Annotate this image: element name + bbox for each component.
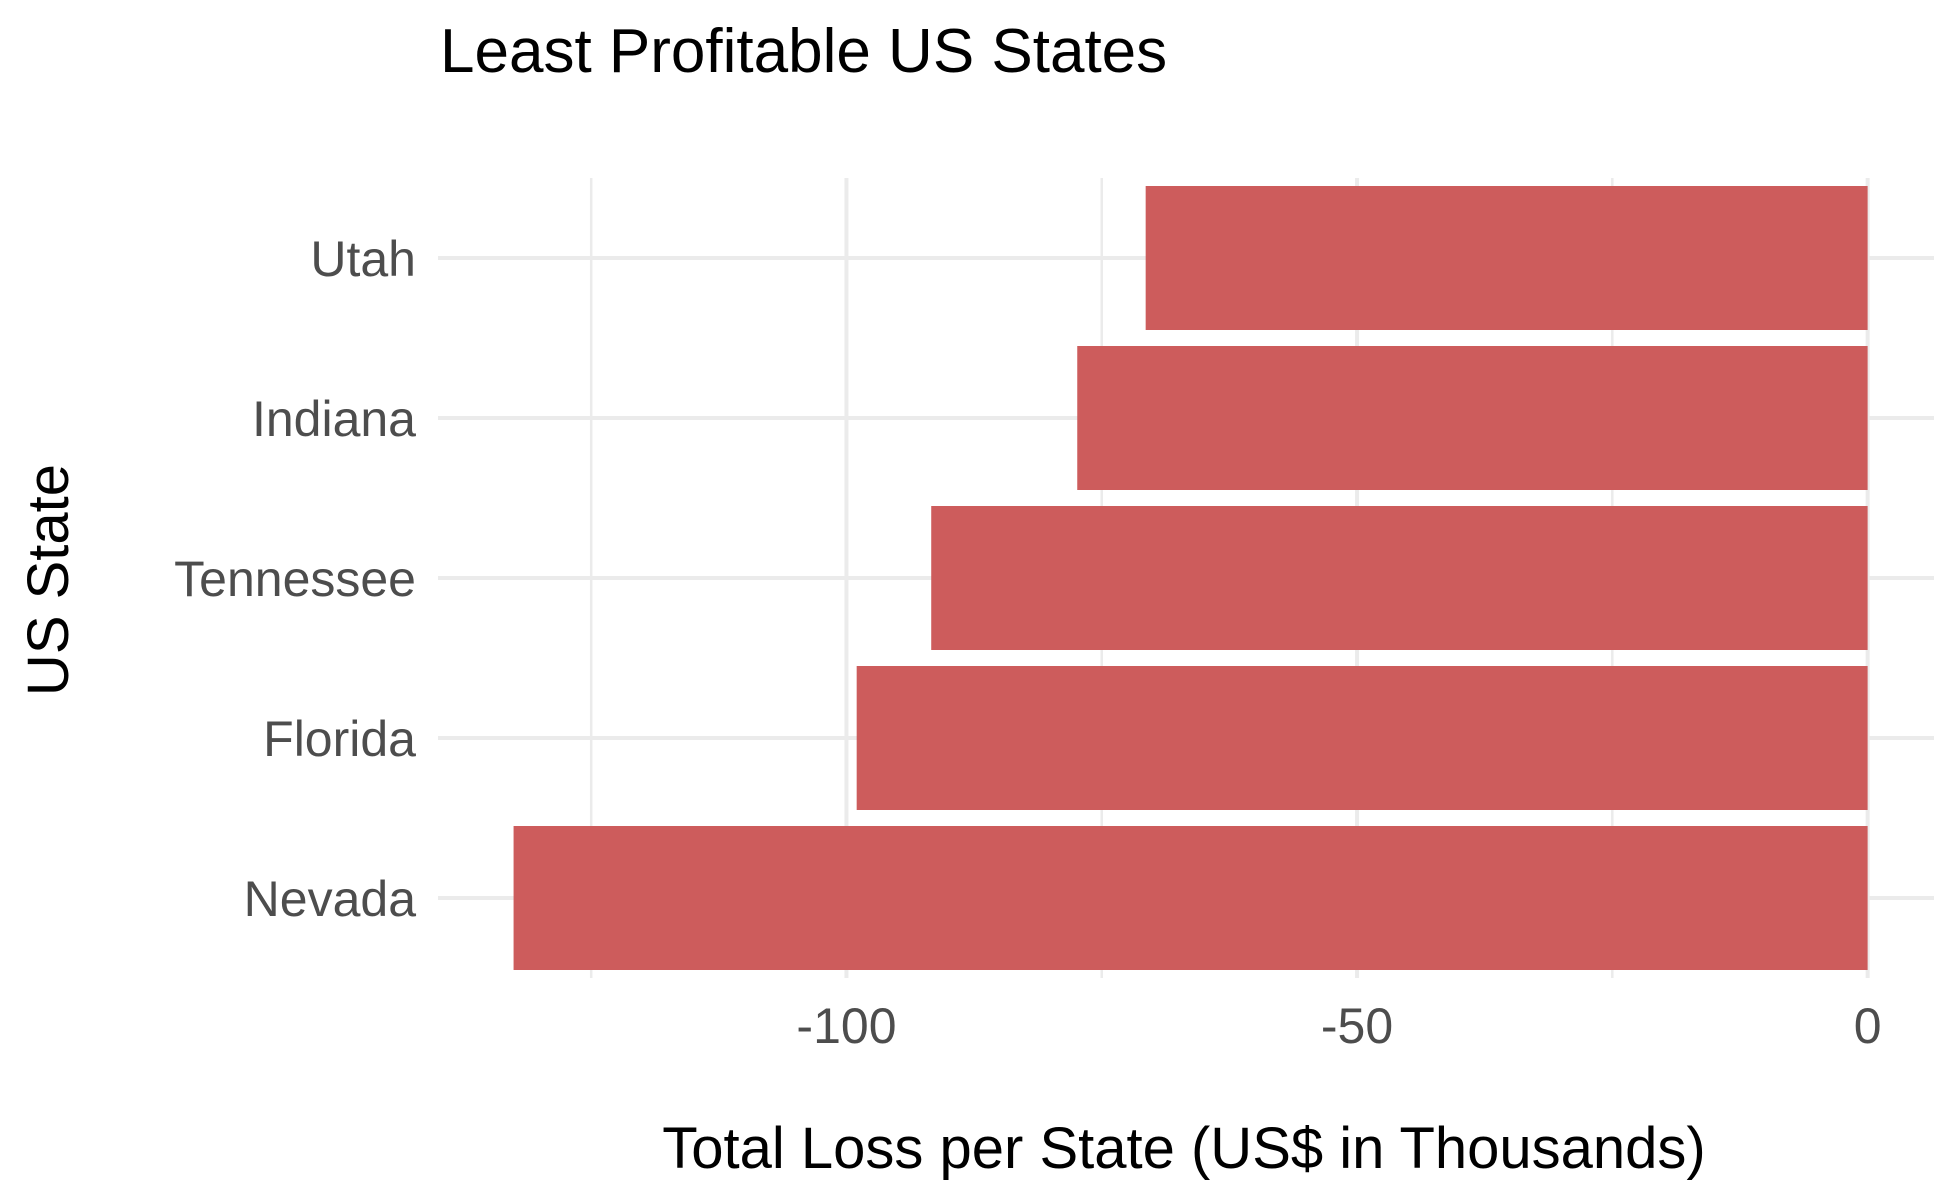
bar-nevada [513,826,1868,970]
x-tick-label: -50 [1321,998,1393,1054]
x-tick-label: -100 [796,998,896,1054]
bar-tennessee [931,506,1868,650]
bar-indiana [1077,346,1868,490]
x-axis-tick-labels: -100 -50 0 [796,998,1881,1054]
bar-utah [1145,186,1868,330]
y-tick-label: Nevada [244,871,417,927]
x-tick-label: 0 [1854,998,1882,1054]
y-axis-tick-labels: Nevada Florida Tennessee Indiana Utah [174,231,416,927]
bar-florida [856,666,1868,810]
x-axis-title: Total Loss per State (US$ in Thousands) [662,1116,1706,1181]
y-tick-label: Tennessee [174,551,416,607]
y-axis-title: US State [16,464,81,696]
y-tick-label: Utah [310,231,416,287]
y-tick-label: Indiana [252,391,416,447]
chart-title: Least Profitable US States [440,17,1167,86]
bars [513,186,1868,970]
y-tick-label: Florida [263,711,416,767]
